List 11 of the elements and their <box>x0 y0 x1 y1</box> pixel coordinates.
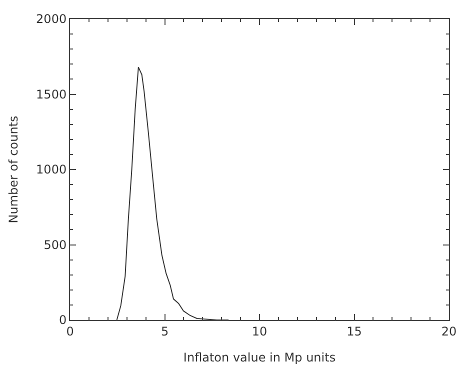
x-tick-label: 10 <box>252 324 268 338</box>
y-tick-label: 1000 <box>36 162 67 177</box>
x-tick-label: 20 <box>441 324 457 338</box>
x-axis-title: Inflaton value in Mp units <box>183 350 336 364</box>
x-tick-label: 5 <box>160 324 169 338</box>
y-tick-label: 0 <box>58 313 67 328</box>
y-axis-title: Number of counts <box>6 116 20 224</box>
y-tick-label: 1500 <box>36 87 67 102</box>
x-tick-label: 15 <box>346 324 362 338</box>
y-tick-label: 2000 <box>36 12 67 26</box>
y-tick-label: 500 <box>44 238 67 252</box>
